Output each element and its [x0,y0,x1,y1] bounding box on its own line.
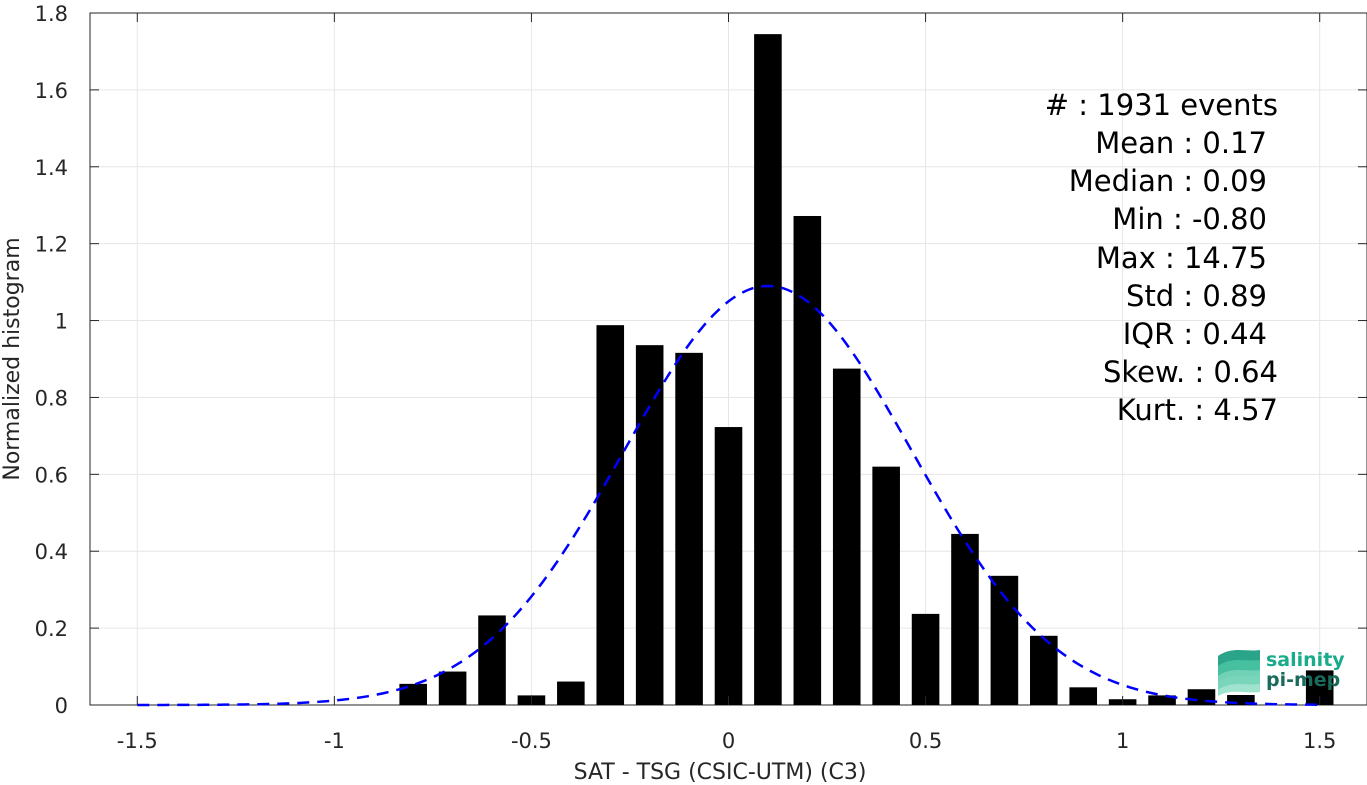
stats-kurt: Kurt. : 4.57 [1117,393,1278,427]
y-tick-label: 0.8 [35,386,68,410]
stats-skew: Skew. : 0.64 [1103,355,1278,389]
x-axis-ticks: -1.5 -1 -0.5 0 0.5 1 1.5 [117,13,1336,753]
histogram-bar [872,466,900,705]
histogram-bar [1148,695,1176,705]
histogram-bar [1030,635,1058,705]
histogram-bar [714,427,743,705]
x-tick-label: 0 [722,729,735,753]
x-tick-label: -1.5 [117,729,158,753]
histogram-bar [557,681,585,705]
y-tick-label: 1.4 [35,156,68,180]
histogram-bar [438,671,467,705]
x-tick-label: -0.5 [511,729,552,753]
stats-iqr: IQR : 0.44 [1123,317,1267,351]
histogram-bar [754,34,782,705]
bars [399,34,1334,705]
stats-max: Max : 14.75 [1096,241,1267,275]
y-axis-ticks: 0 0.2 0.4 0.6 0.8 1 1.2 1.4 1.6 1.8 [35,2,1367,718]
histogram-bar [675,352,703,705]
histogram-bar [951,533,979,705]
y-tick-label: 1.6 [35,79,68,103]
gaussian-fit-curve [137,284,1320,707]
x-tick-label: -1 [324,729,345,753]
salinity-pimep-logo: salinity pi-mep [1218,649,1345,696]
histogram-bar [793,215,822,705]
logo-waves-icon [1218,650,1260,696]
y-tick-label: 1.2 [35,233,68,257]
histogram-bar [596,325,625,705]
histogram-bar [1069,687,1098,705]
y-tick-label: 1 [55,310,68,334]
y-tick-label: 0.2 [35,617,68,641]
logo-line1: salinity [1266,649,1345,671]
histogram-bar [1187,689,1216,705]
stats-mean: Mean : 0.17 [1095,126,1267,160]
x-tick-label: 1.5 [1303,729,1336,753]
stats-count: # : 1931 events [1045,88,1278,122]
x-axis-title: SAT - TSG (CSIC-UTM) (C3) [574,760,867,785]
stats-std: Std : 0.89 [1126,279,1267,313]
histogram-bar [635,345,664,705]
histogram-bar [832,368,861,705]
logo-line2: pi-mep [1266,669,1340,691]
x-tick-label: 1 [1116,729,1129,753]
y-tick-label: 1.8 [35,2,68,26]
stats-median: Median : 0.09 [1069,164,1267,198]
histogram-bar [1227,695,1255,705]
histogram-bar [911,613,940,705]
x-tick-label: 0.5 [909,729,942,753]
stats-min: Min : -0.80 [1112,202,1267,236]
histogram-bar [399,683,427,705]
y-tick-label: 0.4 [35,540,68,564]
y-tick-label: 0.6 [35,463,68,487]
y-axis-title: Normalized histogram [0,237,25,480]
statistics-box: # : 1931 events Mean : 0.17 Median : 0.0… [1045,88,1278,427]
y-tick-label: 0 [55,694,68,718]
